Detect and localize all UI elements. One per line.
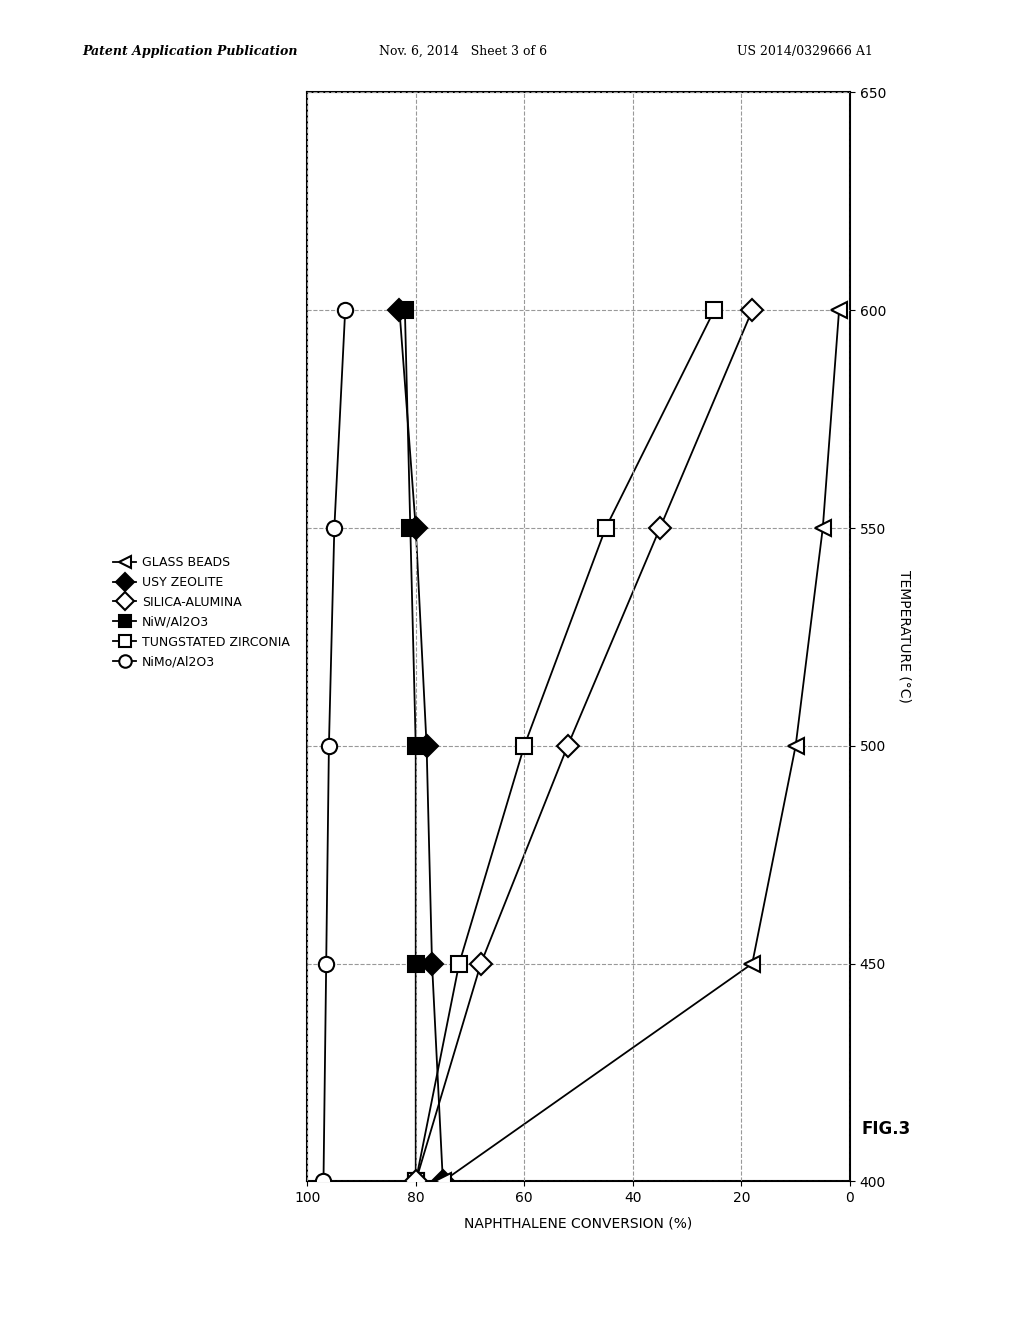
X-axis label: NAPHTHALENE CONVERSION (%): NAPHTHALENE CONVERSION (%) xyxy=(465,1216,692,1230)
Y-axis label: TEMPERATURE (°C): TEMPERATURE (°C) xyxy=(897,570,911,704)
Text: US 2014/0329666 A1: US 2014/0329666 A1 xyxy=(737,45,873,58)
Legend: GLASS BEADS, USY ZEOLITE, SILICA-ALUMINA, NiW/Al2O3, TUNGSTATED ZIRCONIA, NiMo/A: GLASS BEADS, USY ZEOLITE, SILICA-ALUMINA… xyxy=(114,556,290,668)
Text: Patent Application Publication: Patent Application Publication xyxy=(82,45,297,58)
Text: FIG.3: FIG.3 xyxy=(861,1119,910,1138)
Text: Nov. 6, 2014   Sheet 3 of 6: Nov. 6, 2014 Sheet 3 of 6 xyxy=(379,45,547,58)
